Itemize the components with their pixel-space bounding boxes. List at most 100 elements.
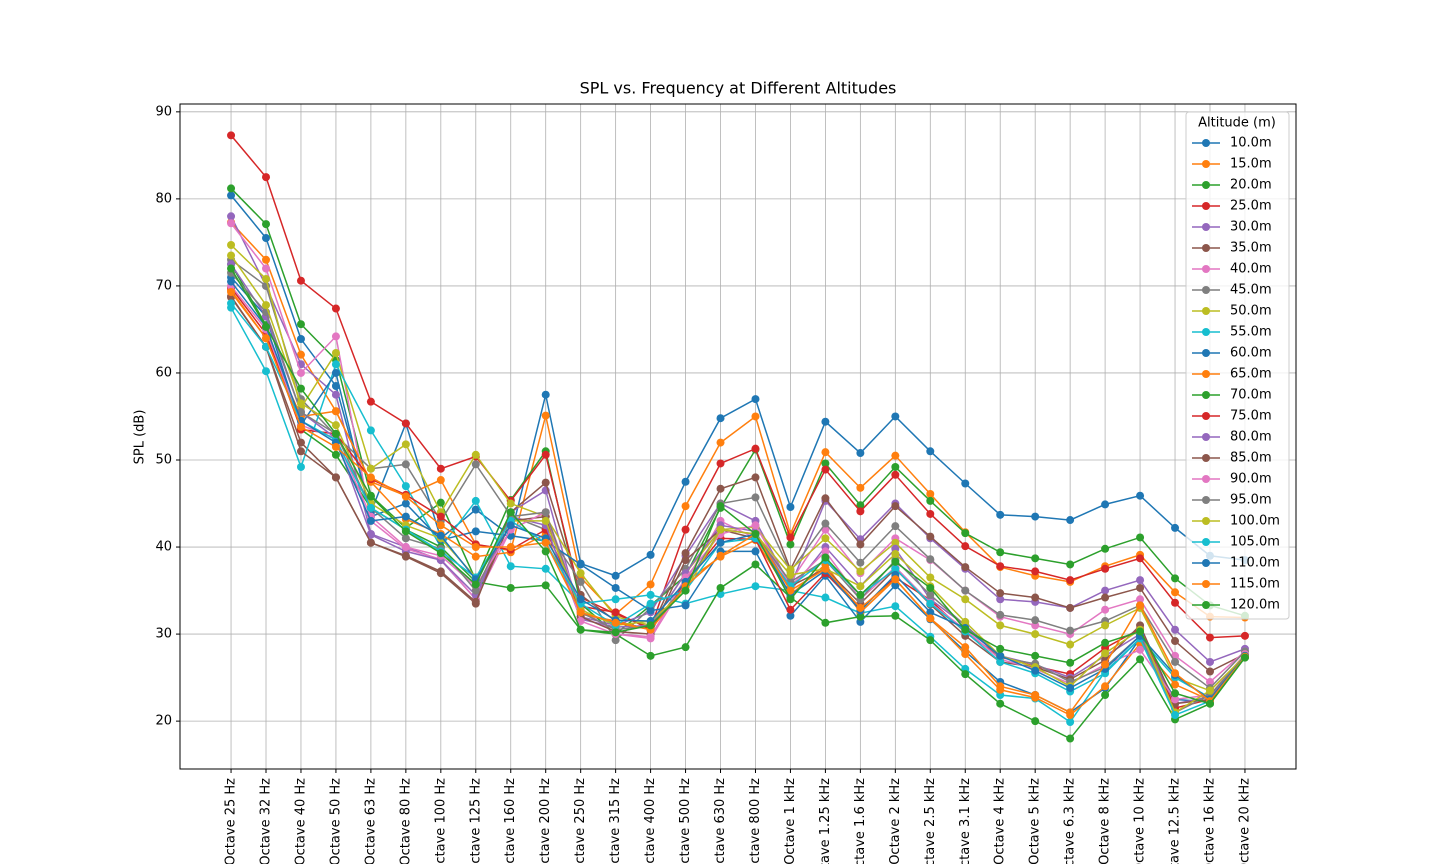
data-point <box>576 560 585 569</box>
data-point <box>296 276 305 285</box>
x-tick-label: 1/3 Octave 12.5 kHz <box>1168 778 1183 864</box>
data-point <box>227 219 236 228</box>
legend-title: Altitude (m) <box>1198 116 1276 131</box>
legend-marker <box>1202 370 1210 378</box>
data-point <box>786 595 795 604</box>
data-point <box>961 595 970 604</box>
data-point <box>996 562 1005 571</box>
data-point <box>262 367 271 376</box>
data-point <box>786 570 795 579</box>
series-line <box>230 259 1246 690</box>
legend-label: 115.0m <box>1230 577 1280 592</box>
plot-frame <box>179 103 1297 770</box>
data-point <box>401 419 410 428</box>
data-point <box>996 610 1005 619</box>
data-point <box>1171 574 1180 583</box>
data-point <box>366 473 375 482</box>
data-point <box>821 534 830 543</box>
data-point <box>1031 512 1040 521</box>
data-point <box>471 580 480 589</box>
data-point <box>262 234 271 243</box>
data-point <box>436 567 445 576</box>
data-point <box>1066 603 1075 612</box>
data-point <box>716 538 725 547</box>
data-point <box>996 644 1005 653</box>
data-point <box>751 395 760 404</box>
data-point <box>366 503 375 512</box>
data-point <box>716 525 725 534</box>
data-point <box>227 241 236 250</box>
data-point <box>961 479 970 488</box>
data-point <box>471 586 480 595</box>
data-point <box>296 335 305 344</box>
data-point <box>926 614 935 623</box>
data-point <box>436 549 445 558</box>
data-point <box>1101 621 1110 630</box>
x-tick-label: 1/3 Octave 25 Hz <box>224 778 239 864</box>
data-point <box>646 621 655 630</box>
legend-marker <box>1202 475 1210 483</box>
data-point <box>331 473 340 482</box>
data-point <box>646 606 655 615</box>
series-line <box>230 281 1246 701</box>
data-point <box>227 288 236 297</box>
data-point <box>401 527 410 536</box>
x-tick-label: 1/3 Octave 63 Hz <box>363 778 378 864</box>
data-point <box>646 651 655 660</box>
data-point <box>856 612 865 621</box>
data-point <box>1171 711 1180 720</box>
data-point <box>786 533 795 542</box>
data-point <box>646 590 655 599</box>
data-point <box>227 299 236 308</box>
data-point <box>541 411 550 420</box>
data-point <box>1031 651 1040 660</box>
data-point <box>541 508 550 517</box>
series-line <box>230 215 1246 663</box>
data-point <box>681 643 690 652</box>
data-point <box>926 608 935 617</box>
data-point <box>296 462 305 471</box>
data-point <box>1136 645 1145 654</box>
legend-label: 35.0m <box>1230 241 1272 256</box>
data-point <box>996 595 1005 604</box>
data-point <box>576 569 585 578</box>
data-point <box>471 505 480 514</box>
x-tick-label: 1/3 Octave 6.3 kHz <box>1063 778 1078 864</box>
y-tick-label: 40 <box>155 540 172 555</box>
legend-label: 120.0m <box>1230 598 1280 613</box>
data-point <box>681 549 690 558</box>
series-line <box>230 287 1246 709</box>
series-line <box>230 134 1245 639</box>
data-point <box>856 582 865 591</box>
data-point <box>891 451 900 460</box>
data-point <box>576 595 585 604</box>
data-point <box>1205 667 1214 676</box>
data-point <box>926 555 935 564</box>
legend-marker <box>1202 160 1210 168</box>
data-point <box>331 304 340 313</box>
data-point <box>366 538 375 547</box>
legend-label: 45.0m <box>1230 283 1272 298</box>
x-tick-label: 1/3 Octave 1.25 kHz <box>818 778 833 864</box>
data-point <box>821 448 830 457</box>
data-point <box>296 368 305 377</box>
data-point <box>996 589 1005 598</box>
data-point <box>436 531 445 540</box>
data-point <box>1171 657 1180 666</box>
x-tick-label: 1/3 Octave 1.6 kHz <box>853 778 868 864</box>
x-tick-label: 1/3 Octave 5 kHz <box>1028 778 1043 864</box>
series-line <box>230 268 1246 705</box>
legend-marker <box>1202 307 1210 315</box>
data-point <box>227 264 236 273</box>
legend-box <box>1185 111 1290 620</box>
series-line <box>230 255 1246 714</box>
data-point <box>926 583 935 592</box>
x-tick-label: 1/3 Octave 20 kHz <box>1237 778 1252 864</box>
data-point <box>961 529 970 538</box>
legend-label: 85.0m <box>1230 451 1272 466</box>
data-point <box>1031 567 1040 576</box>
data-point <box>821 459 830 468</box>
data-point <box>856 558 865 567</box>
data-point <box>506 562 515 571</box>
